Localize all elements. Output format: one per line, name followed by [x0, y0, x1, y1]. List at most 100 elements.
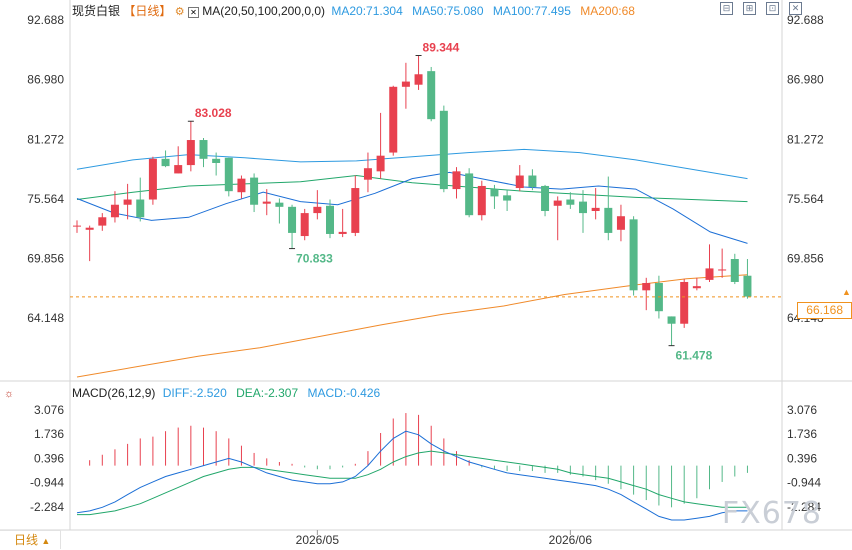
macd-settings-icon[interactable]: ☼	[4, 388, 15, 400]
candle-body	[629, 219, 638, 291]
candle-body	[123, 199, 132, 205]
price-tick-left: 86.980	[27, 73, 64, 87]
candle-body	[148, 158, 157, 200]
candle-body	[389, 86, 398, 153]
candle-body	[212, 158, 221, 163]
macd-tick-left: 3.076	[34, 403, 64, 417]
candle-body	[250, 177, 259, 205]
candle-body	[401, 81, 410, 87]
candle-body	[376, 155, 385, 172]
candle-body	[98, 217, 107, 226]
price-plot: ▲ 83.028 89.344 70.833 61.478	[70, 40, 851, 378]
extreme-price-label: 89.344	[423, 40, 460, 54]
candle-body	[174, 165, 183, 174]
candle-body	[275, 202, 284, 207]
candle-body	[85, 227, 94, 230]
price-tick-left: 64.148	[27, 311, 64, 325]
candle-body	[515, 175, 524, 189]
ma50-line	[76, 174, 748, 203]
candle-body	[439, 110, 448, 190]
time-tick-label: 2026/06	[549, 533, 593, 547]
macd-plot	[76, 413, 748, 521]
candle-body	[604, 207, 613, 233]
period-tab[interactable]: 日线 ▲	[0, 530, 62, 549]
candle-body	[363, 168, 372, 180]
candle-body	[199, 140, 208, 159]
ma-label: MA(20,50,100,200,0,0)	[202, 4, 326, 18]
macd-label: MACD(26,12,9)	[72, 386, 156, 400]
chevron-up-icon: ▲	[41, 536, 51, 546]
price-tick-right: 81.272	[787, 132, 824, 146]
candle-body	[452, 171, 461, 190]
candle-body	[591, 207, 600, 212]
candle-body	[300, 213, 309, 237]
price-tick-left: 69.856	[27, 251, 64, 265]
candle-body	[692, 286, 701, 289]
macd-tick-right: 3.076	[787, 403, 817, 417]
price-tick-right: 75.564	[787, 192, 824, 206]
candle-body	[579, 201, 587, 214]
candle-body	[136, 199, 145, 218]
diff-line	[76, 430, 748, 521]
period-tab-label: 日线	[14, 533, 39, 547]
candle-body	[351, 188, 360, 233]
ma100-line	[76, 148, 748, 180]
candle-body	[667, 316, 676, 324]
candle-body	[730, 259, 739, 282]
macd-tick-right: 0.396	[787, 451, 817, 465]
candle-body	[288, 206, 297, 233]
candle-body	[161, 158, 170, 167]
candle-body	[490, 189, 499, 197]
candle-body	[326, 205, 334, 234]
candle-body	[541, 185, 550, 212]
axis-labels: 92.688 92.688 86.980 86.980 81.272 81.272 75.5…	[27, 13, 824, 547]
candle-body	[237, 178, 246, 193]
extreme-price-label: 61.478	[676, 349, 713, 363]
candle-body	[553, 200, 562, 206]
period-tag: 【日线】	[123, 4, 172, 18]
candle-body	[110, 204, 119, 218]
close-icon[interactable]: ✕	[789, 2, 802, 15]
candle-body	[642, 283, 651, 291]
ma200-value: MA200:68	[580, 4, 635, 18]
candle-body	[186, 140, 195, 166]
price-tick-left: 81.272	[27, 132, 64, 146]
chart-header: 现货白银 【日线】 ⚙ ✕ MA(20,50,100,200,0,0) MA20…	[72, 2, 635, 19]
dea-line	[77, 450, 748, 516]
candle-body	[718, 269, 727, 271]
price-tick-left: 92.688	[27, 13, 64, 27]
candle-body	[224, 157, 233, 192]
settings-icon[interactable]: ⚙	[174, 6, 185, 18]
price-tick-left: 75.564	[27, 192, 64, 206]
candle-body	[73, 225, 81, 227]
candle-body	[503, 195, 512, 201]
candle-body	[743, 275, 752, 297]
macd-tick-left: -0.944	[30, 476, 64, 490]
extreme-price-label: 70.833	[296, 252, 333, 266]
restore-icon[interactable]: ⊡	[766, 2, 779, 15]
expand-icon[interactable]: ⊞	[743, 2, 756, 15]
macd-tick-right: -0.944	[787, 476, 821, 490]
minimize-icon[interactable]: ⊟	[720, 2, 733, 15]
candle-body	[528, 175, 537, 187]
macd-tick-left: 0.396	[34, 451, 64, 465]
last-price-arrow: ▲	[842, 287, 851, 297]
price-tick-right: 86.980	[787, 73, 824, 87]
grid-lines	[0, 0, 852, 535]
diff-value: DIFF:-2.520	[162, 386, 227, 400]
ma20-value: MA20:71.304	[331, 4, 403, 18]
candle-body	[680, 281, 689, 324]
candle-body	[262, 201, 271, 204]
candle-body	[414, 74, 423, 85]
dea-value: DEA:-2.307	[236, 386, 299, 400]
candle-body	[705, 268, 714, 280]
macd-tick-right: 1.736	[787, 427, 817, 441]
candle-body	[465, 173, 474, 216]
candle-body	[616, 216, 625, 230]
candle-body	[566, 199, 575, 205]
indicator-toggle-icon[interactable]: ✕	[187, 7, 199, 18]
macd-value: MACD:-0.426	[307, 386, 381, 400]
candle-body	[477, 185, 486, 216]
